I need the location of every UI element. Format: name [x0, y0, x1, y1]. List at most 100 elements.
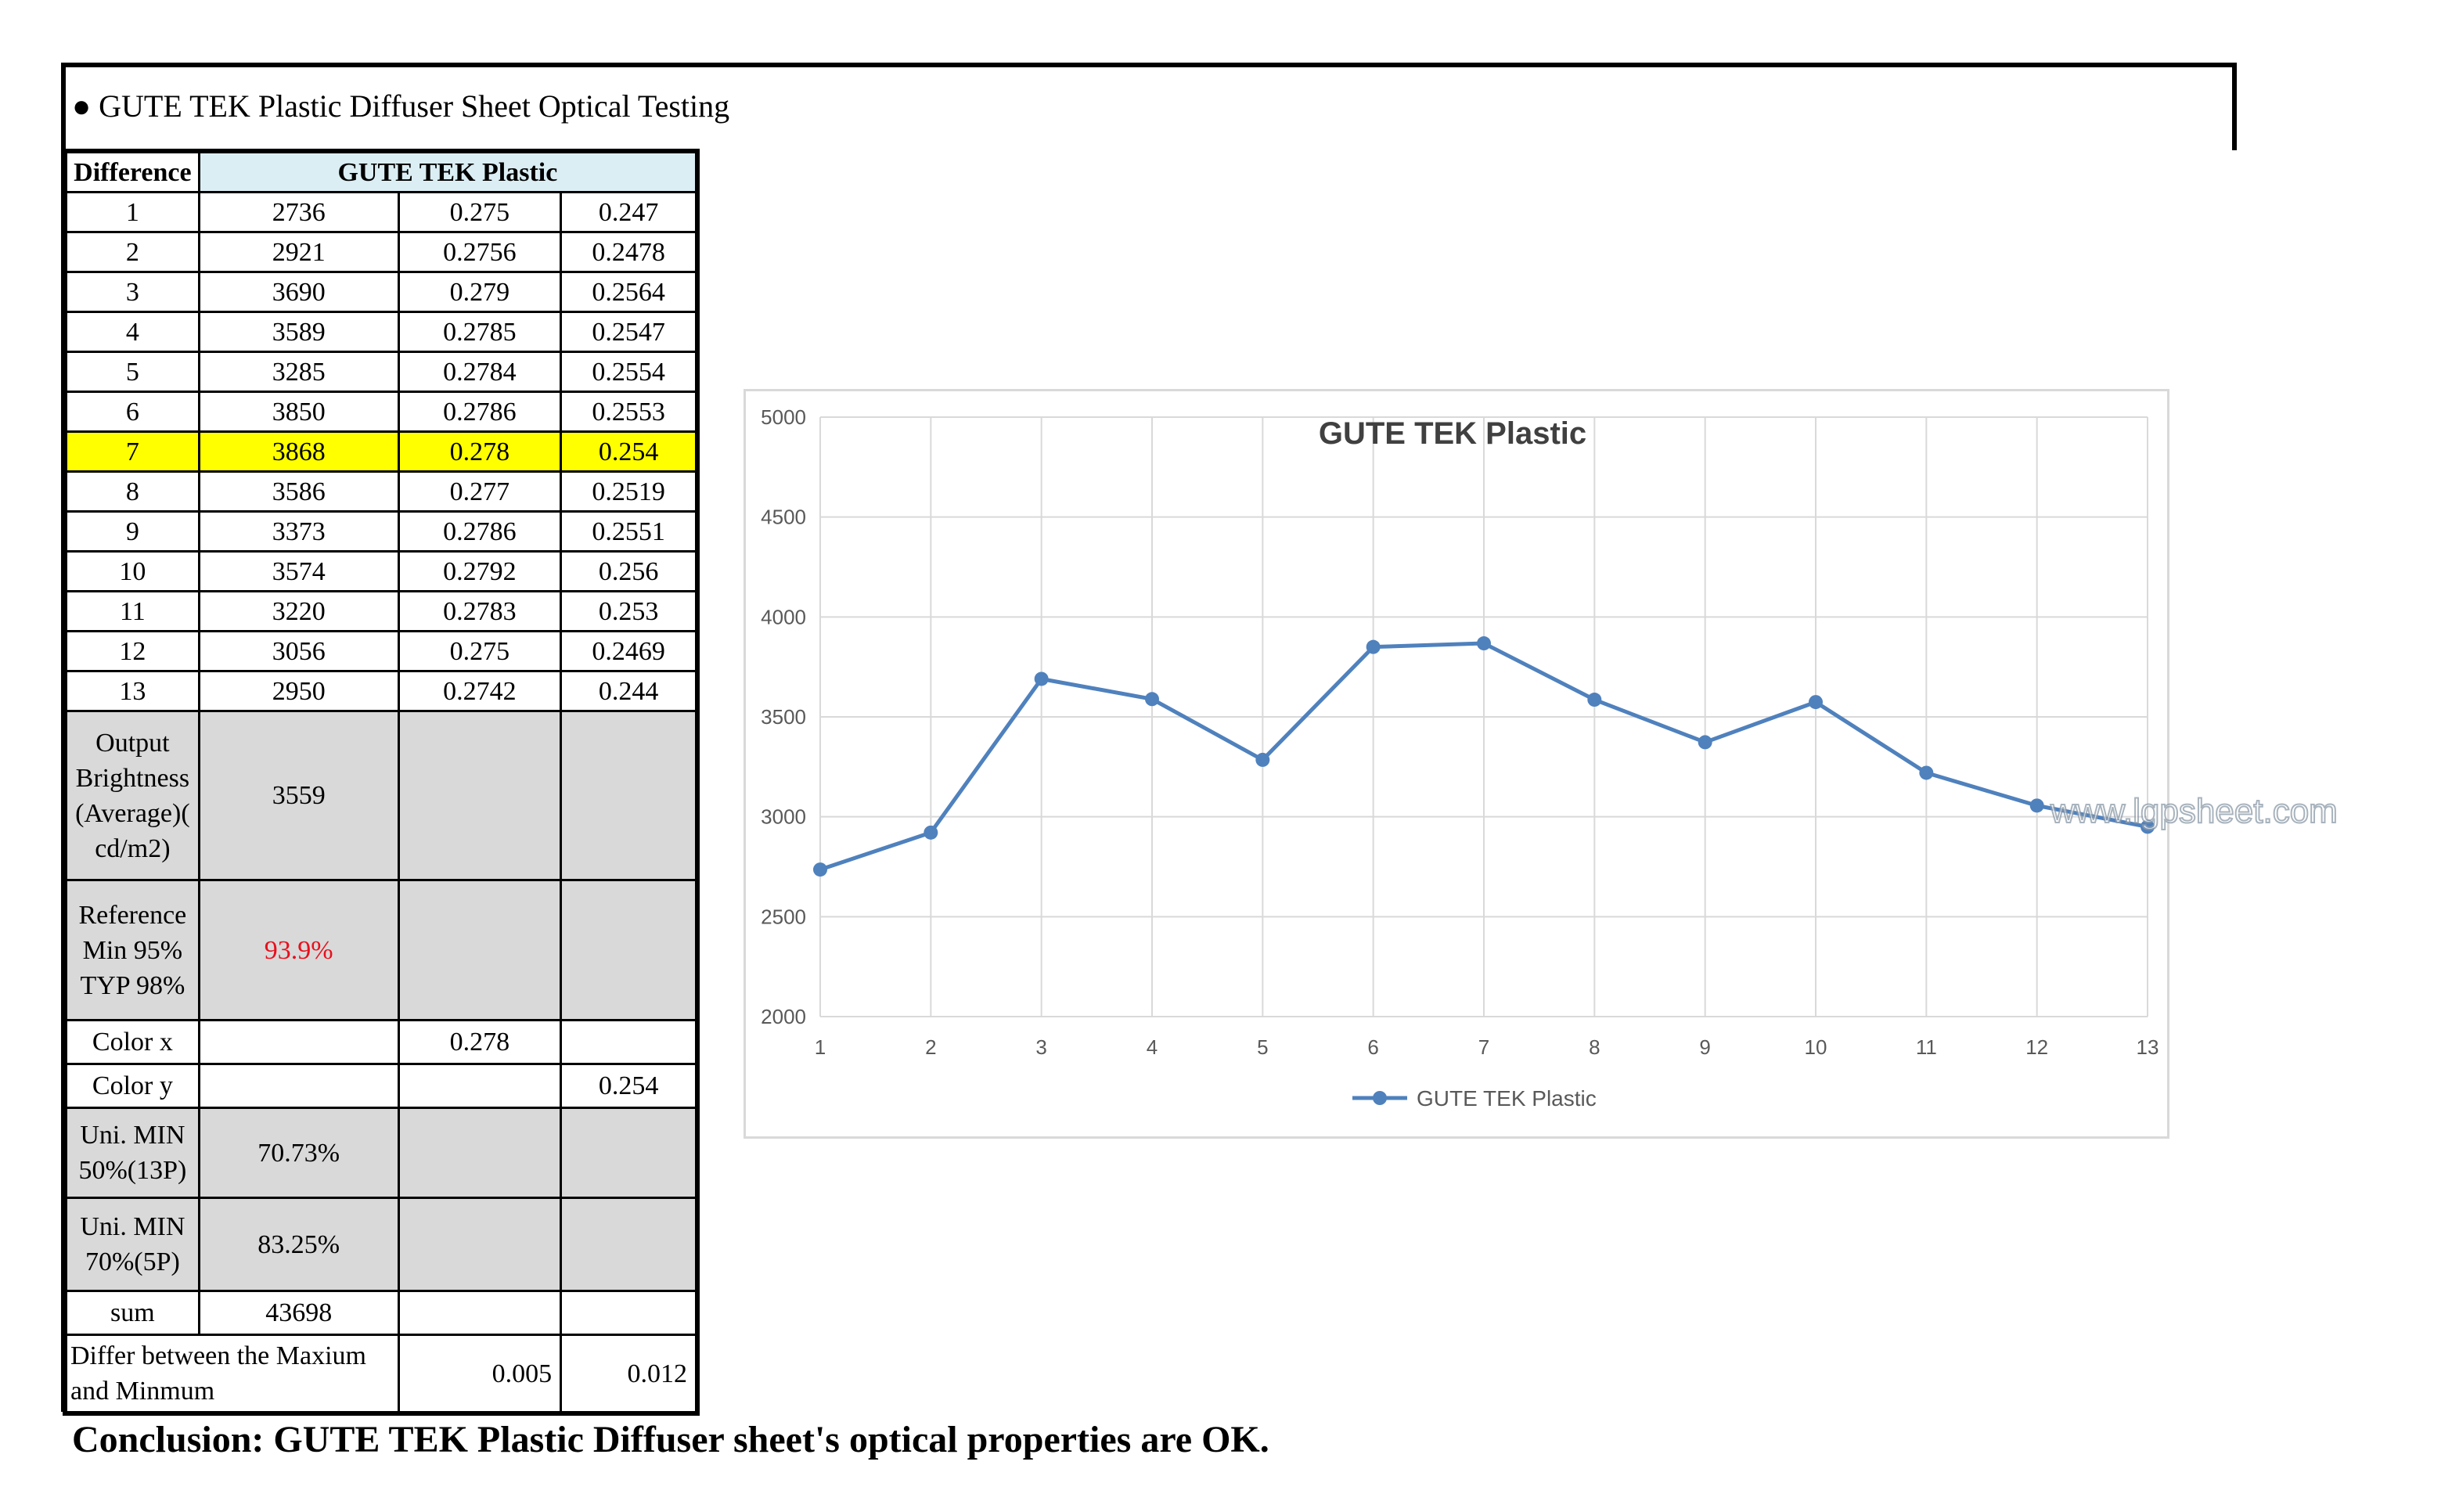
row-index-cell: 7	[63, 430, 200, 473]
frame-right-border	[2232, 63, 2237, 150]
color-x-cell: 0.2786	[397, 510, 563, 553]
row-index-cell: 1	[63, 191, 200, 233]
x-tick-label: 6	[1367, 1035, 1378, 1059]
differ-label: Differ between the Maxium and Minmum	[63, 1334, 400, 1415]
color-y-cell: 0.2551	[560, 510, 699, 553]
brightness-cell: 3586	[197, 470, 400, 513]
x-tick-label: 12	[2025, 1035, 2048, 1059]
color-x-row: Color x 0.278	[63, 1019, 699, 1065]
color-x-value: 0.278	[397, 1019, 563, 1065]
sum-value: 43698	[197, 1290, 400, 1336]
x-tick-label: 9	[1699, 1035, 1710, 1059]
color-y-cell: 0.2547	[560, 311, 699, 353]
chart-title: GUTE TEK Plastic	[1319, 416, 1586, 451]
color-y-cell: 0.2469	[560, 630, 699, 672]
color-y-value: 0.254	[560, 1063, 699, 1109]
table-row: 10 3574 0.2792 0.256	[63, 550, 699, 592]
color-x-cell: 0.275	[397, 630, 563, 672]
brightness-cell: 3373	[197, 510, 400, 553]
color-y-cell: 0.2553	[560, 391, 699, 433]
brightness-cell: 3285	[197, 351, 400, 393]
color-y-cell: 0.2519	[560, 470, 699, 513]
data-point	[924, 825, 938, 840]
x-tick-label: 3	[1035, 1035, 1046, 1059]
table-row: 2 2921 0.2756 0.2478	[63, 231, 699, 273]
x-tick-label: 1	[815, 1035, 826, 1059]
x-tick-label: 10	[1805, 1035, 1827, 1059]
color-y-cell: 0.247	[560, 191, 699, 233]
data-point	[2141, 819, 2155, 834]
reference-row: Reference Min 95% TYP 98% 93.9%	[63, 879, 699, 1021]
x-tick-label: 11	[1916, 1035, 1937, 1059]
frame-top-border	[61, 63, 2237, 67]
empty-cell	[197, 1063, 400, 1109]
output-brightness-value: 3559	[197, 710, 400, 881]
empty-cell	[397, 710, 563, 881]
data-point	[1145, 692, 1159, 707]
differ-row: Differ between the Maxium and Minmum 0.00…	[63, 1334, 699, 1415]
uniformity-13p-value: 70.73%	[197, 1107, 400, 1199]
empty-cell	[560, 879, 699, 1021]
y-tick-label: 4000	[761, 605, 806, 628]
empty-cell	[397, 1290, 563, 1336]
row-index-cell: 9	[63, 510, 200, 553]
data-point	[1587, 693, 1602, 707]
reference-value: 93.9%	[197, 879, 400, 1021]
color-y-cell: 0.256	[560, 550, 699, 592]
color-x-cell: 0.277	[397, 470, 563, 513]
x-tick-label: 13	[2137, 1035, 2159, 1059]
uniformity-5p-row: Uni. MIN 70%(5P) 83.25%	[63, 1197, 699, 1292]
sum-label: sum	[63, 1290, 200, 1336]
y-tick-label: 4500	[761, 506, 806, 529]
row-index-cell: 11	[63, 590, 200, 632]
empty-cell	[197, 1019, 400, 1065]
row-index-cell: 4	[63, 311, 200, 353]
empty-cell	[397, 1063, 563, 1109]
differ-x-value: 0.005	[397, 1334, 563, 1415]
legend-label: GUTE TEK Plastic	[1417, 1086, 1597, 1111]
brightness-cell: 2736	[197, 191, 400, 233]
color-y-cell: 0.253	[560, 590, 699, 632]
color-y-cell: 0.244	[560, 670, 699, 712]
row-index-cell: 10	[63, 550, 200, 592]
x-tick-label: 4	[1147, 1035, 1158, 1059]
brightness-cell: 3589	[197, 311, 400, 353]
color-x-label: Color x	[63, 1019, 200, 1065]
y-tick-label: 3000	[761, 805, 806, 829]
output-brightness-row: Output Brightness (Average)( cd/m2) 3559	[63, 710, 699, 881]
table-row: 4 3589 0.2785 0.2547	[63, 311, 699, 353]
row-index-cell: 8	[63, 470, 200, 513]
x-tick-label: 7	[1478, 1035, 1489, 1059]
output-brightness-label: Output Brightness (Average)( cd/m2)	[63, 710, 200, 881]
table-row: 7 3868 0.278 0.254	[63, 430, 699, 473]
x-tick-label: 8	[1589, 1035, 1600, 1059]
empty-cell	[560, 1019, 699, 1065]
empty-cell	[560, 1107, 699, 1199]
color-x-cell: 0.2792	[397, 550, 563, 592]
table-row: 8 3586 0.277 0.2519	[63, 470, 699, 513]
y-tick-label: 5000	[761, 405, 806, 429]
color-x-cell: 0.279	[397, 271, 563, 313]
color-y-cell: 0.2564	[560, 271, 699, 313]
row-index-cell: 5	[63, 351, 200, 393]
color-y-cell: 0.2554	[560, 351, 699, 393]
color-x-cell: 0.275	[397, 191, 563, 233]
data-point	[1034, 671, 1049, 686]
brightness-cell: 3690	[197, 271, 400, 313]
y-tick-label: 2500	[761, 905, 806, 928]
page-heading: ● GUTE TEK Plastic Diffuser Sheet Optica…	[72, 88, 730, 124]
brightness-cell: 3056	[197, 630, 400, 672]
data-point	[1477, 636, 1491, 651]
data-point	[1698, 735, 1712, 750]
color-x-cell: 0.2783	[397, 590, 563, 632]
data-point	[1366, 639, 1381, 654]
table-row: 9 3373 0.2786 0.2551	[63, 510, 699, 553]
row-index-cell: 2	[63, 231, 200, 273]
table-header-row: Difference GUTE TEK Plastic	[63, 149, 699, 193]
uniformity-5p-value: 83.25%	[197, 1197, 400, 1292]
color-x-cell: 0.2784	[397, 351, 563, 393]
color-x-cell: 0.2786	[397, 391, 563, 433]
uniformity-13p-label: Uni. MIN 50%(13P)	[63, 1107, 200, 1199]
data-point	[1809, 695, 1823, 710]
